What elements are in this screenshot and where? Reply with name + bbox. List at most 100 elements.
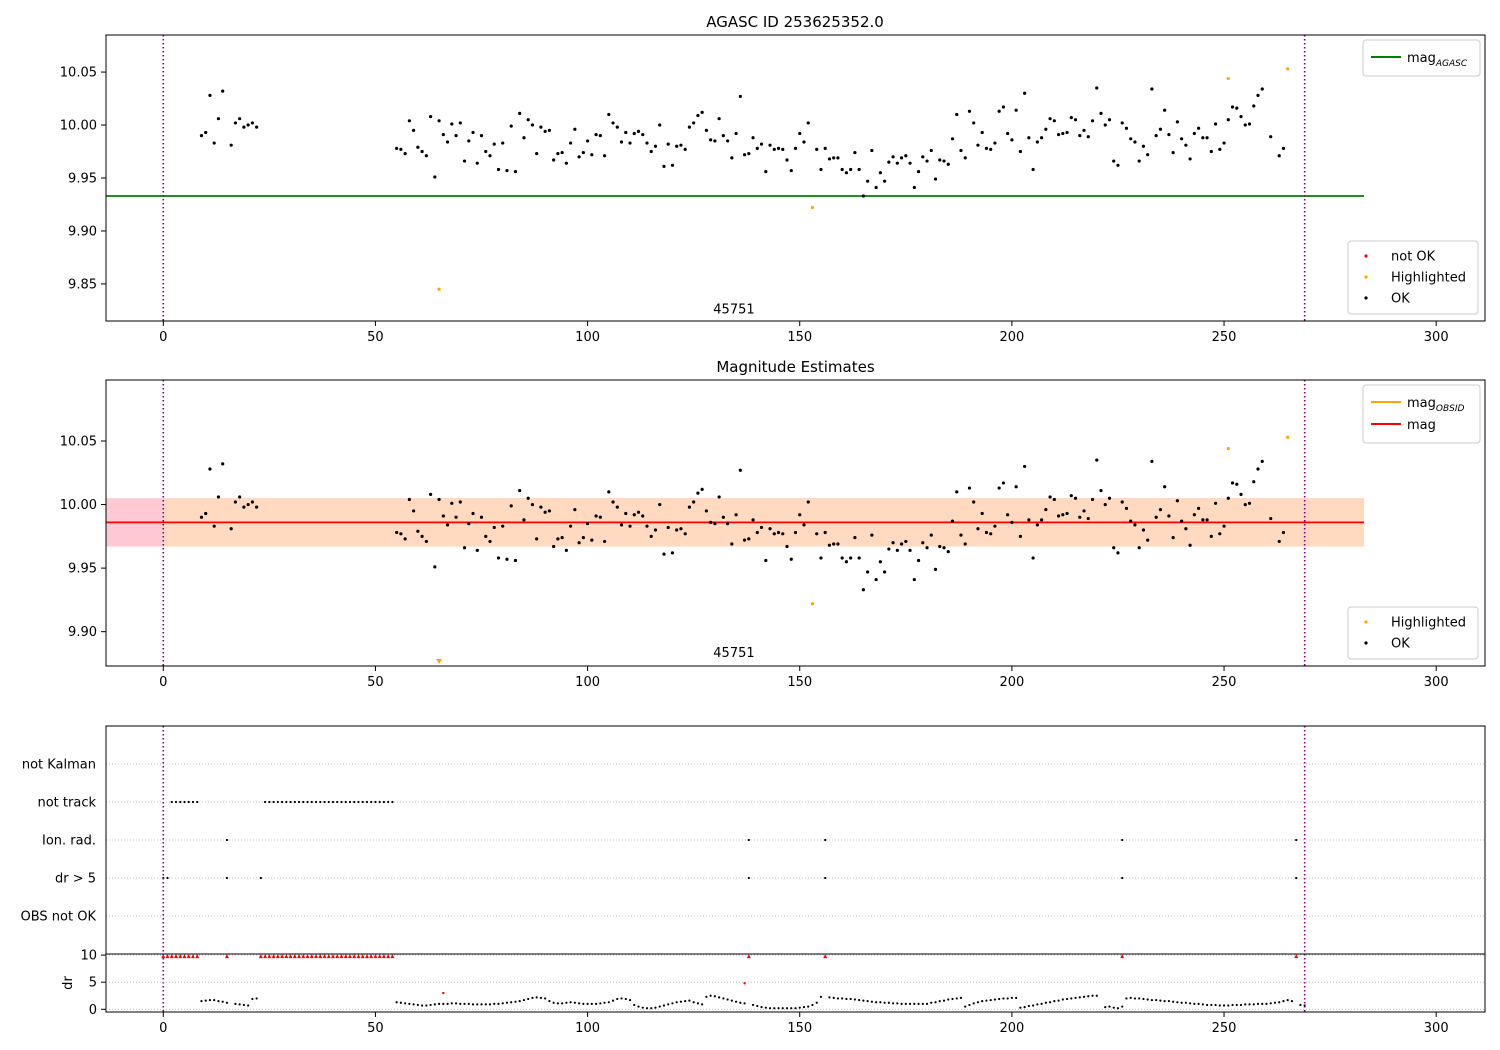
dr-panel: 0 5 10 dr 0 50 100 150 200 250 300: [61, 949, 1485, 1036]
dr-clipped-marker: [381, 954, 386, 959]
data-point: [1235, 482, 1239, 486]
x-tick-label: 300: [1424, 330, 1449, 345]
data-point: [632, 131, 636, 136]
dr-clipped-marker: [352, 954, 357, 959]
data-point: [624, 130, 628, 135]
data-point: [959, 148, 963, 153]
flag-point: [280, 800, 284, 804]
dr-point: [981, 1000, 984, 1003]
dr-point: [633, 1003, 636, 1007]
data-point: [887, 547, 891, 551]
data-point: [819, 556, 823, 560]
flag-point: [327, 800, 330, 804]
data-point: [1052, 497, 1056, 502]
data-point: [560, 536, 564, 540]
dr-point: [1044, 1001, 1047, 1004]
dr-point: [1261, 1002, 1264, 1005]
data-point: [560, 150, 564, 155]
dr-point: [1019, 1006, 1022, 1009]
data-point: [670, 551, 675, 555]
dr-point: [429, 1003, 432, 1007]
flag-point: [268, 800, 271, 804]
dr-point: [446, 1002, 449, 1005]
data-point: [700, 110, 704, 114]
data-point: [1226, 496, 1230, 500]
data-point: [713, 522, 717, 526]
dr-point: [773, 1007, 776, 1010]
data-point: [709, 138, 713, 142]
data-point: [505, 557, 509, 561]
data-point: [1078, 134, 1082, 138]
dr-point: [853, 998, 857, 1001]
data-point: [458, 121, 462, 125]
data-point: [412, 509, 416, 513]
data-point: [1137, 159, 1141, 163]
legend-marker: [1364, 254, 1368, 258]
dr-point: [709, 994, 712, 997]
flag-point: [323, 800, 326, 804]
dr-point: [251, 997, 254, 1001]
data-point: [989, 532, 993, 536]
data-point: [458, 500, 462, 504]
data-point: [1269, 516, 1273, 521]
x-tick-label: 300: [1424, 1021, 1449, 1036]
flag-point: [259, 876, 262, 880]
dr-point: [514, 1000, 517, 1003]
data-point: [1112, 159, 1116, 163]
data-point: [1073, 118, 1078, 122]
dr-point: [701, 1003, 704, 1006]
data-point: [407, 119, 411, 123]
data-point: [496, 167, 501, 172]
dr-point: [624, 997, 627, 1001]
data-point: [887, 160, 891, 164]
dr-point: [734, 1000, 738, 1003]
data-point: [1023, 464, 1027, 469]
data-point: [717, 495, 721, 499]
data-point: [1146, 153, 1150, 157]
data-point: [1154, 515, 1158, 519]
data-point: [238, 117, 242, 121]
dr-point: [798, 1006, 801, 1009]
data-point: [632, 513, 636, 517]
data-point: [764, 170, 768, 174]
dr-point: [930, 1001, 933, 1004]
data-point: [552, 158, 556, 162]
dr-point: [1065, 997, 1069, 1001]
dr-point: [1070, 997, 1073, 1000]
flags-panel: not Kalman not track Ion. rad. dr > 5 OBS no…: [21, 725, 1486, 1013]
dr-point: [544, 997, 547, 1000]
dr-point: [582, 1002, 585, 1005]
data-point: [441, 132, 445, 137]
x-tick-label: 200: [999, 675, 1024, 690]
data-point: [916, 558, 921, 563]
dr-point: [985, 999, 988, 1002]
dr-point: [1227, 1004, 1230, 1007]
agasc-magnitude-panel: 45751 0 50 100 150 200 250 300 9.85 9.90 9.95 10.00…: [60, 34, 1486, 345]
y-tick-label: 10: [80, 949, 97, 964]
data-point: [594, 514, 598, 518]
dr-highlight-point: [743, 982, 746, 985]
flag-point: [747, 838, 750, 842]
data-point: [1044, 127, 1048, 131]
data-point: [1048, 117, 1052, 121]
data-point: [662, 164, 666, 168]
data-point: [916, 170, 921, 174]
data-point: [543, 510, 547, 514]
data-point: [1112, 546, 1116, 550]
data-point: [950, 519, 955, 523]
data-point: [866, 179, 870, 183]
data-point: [1103, 123, 1107, 127]
data-point: [403, 537, 407, 541]
data-point: [1133, 140, 1137, 144]
data-point: [229, 143, 233, 147]
dr-point: [993, 998, 997, 1001]
data-point: [984, 530, 989, 535]
dr-point: [565, 1001, 568, 1004]
data-point: [1014, 108, 1018, 112]
flag-point: [264, 800, 267, 804]
data-point: [636, 510, 641, 514]
dr-point: [518, 1000, 521, 1003]
dr-point: [408, 1002, 411, 1005]
data-point: [836, 156, 840, 160]
dr-clipped-marker: [288, 954, 293, 959]
